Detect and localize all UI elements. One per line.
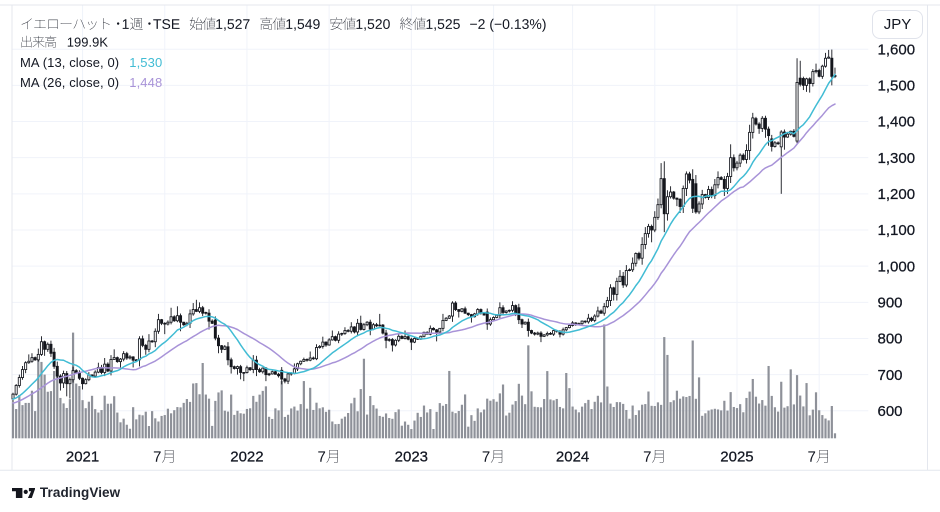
price-axis-labels[interactable]: 600 700 800 900 1,000 1,100 1,200 1,300 1,400 1,5… [877, 41, 916, 420]
ma26-label: MA (26, close, 0) [20, 74, 120, 90]
ma26-line[interactable] [12, 103, 836, 404]
tradingview-logo-icon [12, 487, 36, 498]
tradingview-watermark[interactable]: TradingView [12, 485, 120, 500]
legend-ma26-row[interactable]: MA (26, close, 0) 1,448 [20, 75, 162, 90]
ma26-value: 1,448 [129, 74, 163, 90]
svg-text:1,200: 1,200 [878, 186, 916, 203]
svg-text:2023: 2023 [395, 449, 428, 466]
svg-text:2024: 2024 [556, 449, 589, 466]
time-axis-labels[interactable]: 2021 2022 2023 2024 2025 [66, 449, 828, 466]
svg-text:1,300: 1,300 [878, 150, 916, 167]
svg-text:2021: 2021 [66, 449, 99, 466]
svg-text:900: 900 [878, 295, 903, 312]
svg-text:1,000: 1,000 [878, 258, 916, 275]
svg-text:800: 800 [878, 331, 903, 348]
svg-text:600: 600 [878, 403, 903, 420]
volume-bars [11, 324, 837, 439]
tradingview-watermark-text: TradingView [39, 485, 121, 500]
ma13-line[interactable] [12, 73, 836, 400]
legend-ma13-row[interactable]: MA (13, close, 0) 1,530 [20, 55, 162, 70]
svg-text:1,100: 1,100 [878, 222, 916, 239]
pane-borders [0, 4, 940, 471]
svg-text:1,400: 1,400 [878, 114, 916, 131]
svg-text:2025: 2025 [720, 449, 753, 466]
ma13-value: 1,530 [129, 55, 163, 70]
svg-text:2022: 2022 [230, 449, 263, 466]
currency-button-label: JPY [883, 16, 912, 33]
currency-button[interactable]: JPY [872, 10, 923, 39]
candlesticks[interactable] [11, 49, 837, 403]
svg-text:1,500: 1,500 [878, 78, 916, 95]
legend-symbol-ohlc-volume [21, 17, 546, 48]
svg-text:1,600: 1,600 [878, 41, 916, 58]
ma13-label: MA (13, close, 0) [20, 55, 120, 70]
svg-text:700: 700 [878, 367, 903, 384]
